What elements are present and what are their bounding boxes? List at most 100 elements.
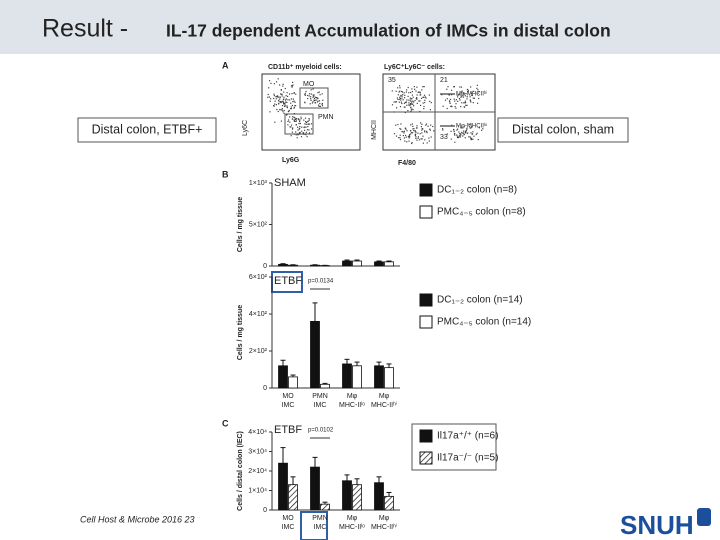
cytometry-dot: [284, 104, 286, 106]
cytometry-dot: [397, 98, 399, 101]
cytometry-dot: [402, 135, 404, 137]
cytometry-dot: [469, 123, 471, 125]
cytometry-dot: [298, 132, 300, 134]
legend-frame: [411, 423, 497, 471]
cytometry-dot: [312, 101, 314, 103]
logo: SNUH: [620, 510, 694, 540]
cytometry-dot: [397, 87, 399, 89]
axis-label: F4/80: [398, 160, 416, 167]
cytometry-dot: [282, 85, 284, 87]
cytometry-dot: [275, 104, 277, 106]
cytometry-dot: [470, 132, 472, 134]
cytometry-dot: [403, 130, 405, 132]
cytometry-dot: [416, 125, 418, 127]
cytometry-dot: [314, 96, 316, 98]
cytometry-dot: [463, 106, 465, 108]
cytometry-dot: [454, 106, 456, 108]
cytometry-dot: [295, 105, 297, 107]
cytometry-dot: [428, 94, 430, 96]
cytometry-dot: [419, 110, 421, 113]
cytometry-dot: [417, 132, 419, 134]
cytometry-dot: [458, 97, 461, 100]
cytometry-dot: [406, 99, 408, 101]
cytometry-dot: [403, 132, 405, 134]
gate-label: MO: [303, 81, 315, 88]
cytometry-dot: [455, 99, 457, 101]
cytometry-dot: [318, 105, 320, 107]
cytometry-dot: [268, 87, 270, 89]
cytometry-dot: [424, 130, 426, 132]
cytometry-dot: [310, 96, 312, 98]
cytometry-dot: [408, 140, 410, 142]
cytometry-dot: [308, 118, 310, 120]
cytometry-dot: [304, 117, 307, 119]
y-tick-label: 5×10²: [249, 221, 268, 228]
cytometry-dot: [291, 128, 294, 130]
cytometry-dot: [395, 101, 397, 103]
cytometry-dot: [297, 118, 300, 120]
bar: [342, 260, 352, 267]
cytometry-dot: [458, 135, 460, 137]
cytometry-dot: [404, 111, 406, 114]
cytometry-dot: [319, 102, 321, 105]
cytometry-dot: [279, 98, 281, 100]
cytometry-dot: [404, 94, 406, 96]
cytometry-dot: [285, 98, 287, 100]
cytometry-dot: [301, 126, 303, 128]
cytometry-dot: [395, 135, 398, 137]
y-axis-label: Cells / distal colon (IEC): [237, 431, 244, 511]
bar: [352, 365, 362, 389]
cytometry-dot: [433, 130, 435, 132]
cytometry-dot: [454, 133, 456, 135]
cytometry-dot: [469, 100, 472, 102]
cytometry-dot: [416, 139, 418, 141]
cytometry-dot: [429, 109, 431, 111]
cytometry-dot: [288, 119, 290, 121]
cytometry-dot: [404, 97, 406, 99]
cytometry-dot: [399, 137, 401, 139]
cytometry-dot: [304, 126, 306, 128]
cytometry-dot: [280, 93, 282, 95]
cytometry-dot: [467, 91, 469, 93]
cytometry-dot: [291, 131, 293, 133]
cytometry-dot: [391, 90, 393, 92]
cytometry-dot: [400, 95, 402, 97]
bar: [310, 466, 320, 511]
cytometry-dot: [403, 92, 405, 94]
cytometry-dot: [291, 104, 293, 107]
header-band: [0, 0, 720, 54]
quadrant-value: 33: [440, 134, 448, 141]
cytometry-dot: [410, 107, 412, 109]
cytometry-dot: [281, 108, 283, 110]
cytometry-dot: [421, 132, 423, 134]
cytometry-dot: [408, 99, 410, 101]
cytometry-dot: [413, 105, 415, 107]
cytometry-dot: [448, 100, 451, 102]
cytometry-dot: [412, 109, 414, 111]
cytometry-dot: [426, 130, 428, 132]
cytometry-dot: [416, 102, 418, 104]
cytometry-dot: [314, 99, 316, 102]
cytometry-dot: [453, 131, 455, 133]
cytometry-dot: [277, 96, 279, 98]
cytometry-dot: [398, 98, 401, 100]
cytometry-dot: [284, 87, 286, 90]
cytometry-dot: [411, 91, 413, 93]
cytometry-dot: [402, 93, 404, 96]
cytometry-dot: [449, 98, 452, 100]
cytometry-dot: [299, 133, 301, 135]
cytometry-dot: [313, 94, 315, 96]
cytometry-dot: [408, 92, 410, 94]
cytometry-dot: [395, 124, 397, 126]
cytometry-dot: [402, 131, 404, 133]
cytometry-dot: [405, 128, 407, 130]
cytometry-dot: [427, 125, 429, 127]
cytometry-dot: [473, 135, 475, 137]
cytometry-dot: [470, 138, 472, 140]
cytometry-dot: [458, 93, 461, 95]
cytometry-dot: [463, 102, 465, 104]
cytometry-dot: [442, 128, 444, 130]
cytometry-dot: [297, 133, 299, 135]
bar: [374, 261, 384, 267]
cytometry-dot: [475, 133, 477, 136]
